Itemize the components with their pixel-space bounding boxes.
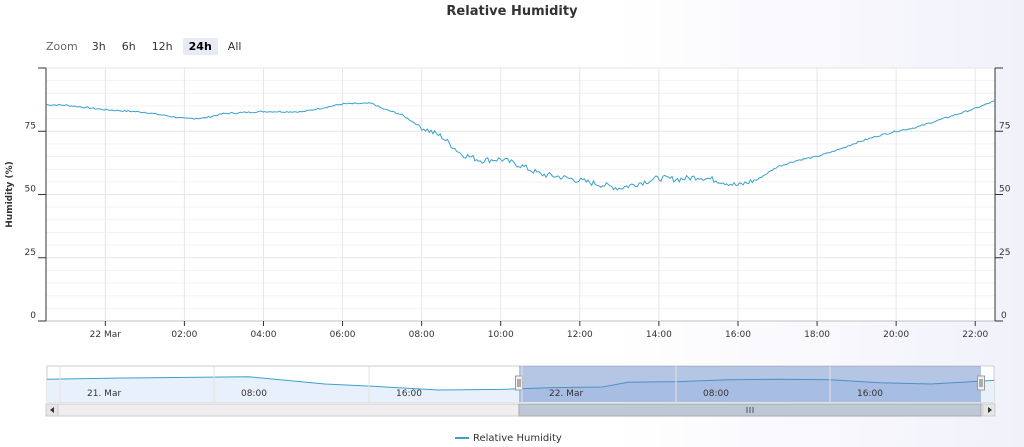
zoom-all-button[interactable]: All <box>227 39 242 53</box>
navigator-tick-label: 08:00 <box>241 389 267 399</box>
navigator-tick-label: 16:00 <box>396 389 422 399</box>
x-tick-label: 16:00 <box>725 330 751 340</box>
chart-title: Relative Humidity <box>446 4 578 19</box>
legend-label: Relative Humidity <box>473 432 562 444</box>
arrow-right-icon <box>988 407 992 413</box>
left-y-tick-label: 50 <box>25 185 37 195</box>
navigator-left-handle[interactable] <box>515 375 523 391</box>
x-tick-label: 22 Mar <box>90 330 122 340</box>
x-tick-label: 20:00 <box>883 330 909 340</box>
y-axis-title: Humidity (%) <box>5 161 15 227</box>
x-tick-label: 14:00 <box>646 330 672 340</box>
zoom-toolbar: Zoom 3h 6h 12h 24h All <box>46 37 251 55</box>
right-y-tick-label: 25 <box>999 248 1010 258</box>
x-tick-label: 02:00 <box>171 330 197 340</box>
navigator-tick-label: 21. Mar <box>87 389 121 399</box>
legend-swatch <box>455 437 469 439</box>
navigator-selected-range[interactable] <box>519 366 981 402</box>
left-y-tick-label: 0 <box>30 311 36 321</box>
x-tick-label: 10:00 <box>488 330 514 340</box>
legend[interactable]: Relative Humidity <box>455 431 562 445</box>
series-line-relative-humidity[interactable] <box>45 99 996 191</box>
navigator-right-handle[interactable] <box>977 375 985 391</box>
arrow-left-icon <box>50 407 54 413</box>
left-y-tick-label: 75 <box>25 121 36 131</box>
x-tick-label: 08:00 <box>409 330 435 340</box>
navigator-tick-label: 16:00 <box>857 389 883 399</box>
x-tick-label: 12:00 <box>567 330 593 340</box>
navigator-tick-label: 22. Mar <box>549 389 583 399</box>
left-y-tick-label: 25 <box>25 248 36 258</box>
x-tick-label: 18:00 <box>804 330 830 340</box>
zoom-12h-button[interactable]: 12h <box>151 39 173 53</box>
zoom-label: Zoom <box>46 39 78 53</box>
navigator-tick-label: 08:00 <box>703 389 729 399</box>
zoom-6h-button[interactable]: 6h <box>121 39 136 53</box>
zoom-24h-button[interactable]: 24h <box>182 37 218 55</box>
x-tick-label: 06:00 <box>330 330 356 340</box>
right-y-tick-label: 50 <box>999 185 1011 195</box>
right-y-tick-label: 0 <box>1001 311 1007 321</box>
right-y-tick-label: 75 <box>999 121 1010 131</box>
zoom-3h-button[interactable]: 3h <box>91 39 106 53</box>
x-tick-label: 04:00 <box>251 330 277 340</box>
navigator-line <box>46 376 995 391</box>
x-tick-label: 22:00 <box>962 330 988 340</box>
